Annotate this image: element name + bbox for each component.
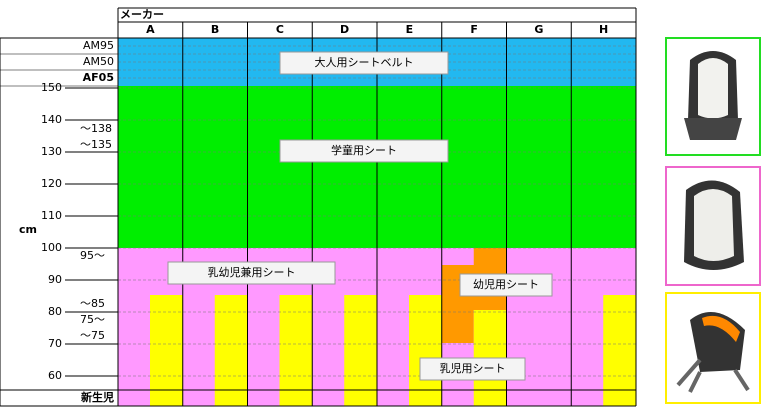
grid xyxy=(0,7,637,407)
scale-label: 140 xyxy=(41,113,62,126)
seat-shape xyxy=(694,189,734,261)
caption-box xyxy=(459,273,553,297)
scale-label: 150 xyxy=(41,81,62,94)
scale-label: 110 xyxy=(41,209,62,222)
row-label: AM95 xyxy=(83,39,114,52)
child-bar xyxy=(473,248,507,265)
column-header: B xyxy=(211,23,219,36)
column-header: D xyxy=(340,23,349,36)
scale-label: 130 xyxy=(41,145,62,158)
column-header: H xyxy=(599,23,608,36)
seat-shape xyxy=(698,58,728,119)
seat-shape xyxy=(702,315,740,342)
infant-bar xyxy=(279,295,313,406)
caption-box xyxy=(167,261,336,285)
range-label: 〜138 xyxy=(80,122,112,135)
photo-booster xyxy=(665,37,761,156)
seat-base xyxy=(676,358,750,393)
column-header: G xyxy=(534,23,543,36)
column-header: F xyxy=(470,23,478,36)
infant-bar xyxy=(603,295,636,406)
newborn: 新生児 xyxy=(81,390,114,404)
caption: 幼児用シート xyxy=(473,278,539,291)
caption: 乳児用シート xyxy=(440,362,506,375)
range-label: 95〜 xyxy=(80,249,105,262)
caption-box xyxy=(279,139,449,163)
range-label: 〜85 xyxy=(80,297,105,310)
scale-label: 60 xyxy=(48,369,62,382)
caption-box xyxy=(279,51,449,75)
range-label: 〜75 xyxy=(80,329,105,342)
photo-infant xyxy=(665,292,761,404)
row-label: AF05 xyxy=(83,71,114,84)
caption: 乳幼児兼用シート xyxy=(208,266,296,279)
scale-label: 90 xyxy=(48,273,62,286)
infant-bar xyxy=(409,295,442,406)
range-label: 75〜 xyxy=(80,313,105,326)
photo-combo xyxy=(665,166,761,286)
caption: 大人用シートベルト xyxy=(315,55,414,69)
infant-bar xyxy=(344,295,377,406)
scale-label: 120 xyxy=(41,177,62,190)
labels: A B C D E F G H AM95 AM50 AF05 150 140 130 120 110 100 90… xyxy=(41,23,608,382)
unit: cm xyxy=(19,223,37,236)
range-label: 〜135 xyxy=(80,138,112,151)
column-header: A xyxy=(146,23,155,36)
scale-label: 70 xyxy=(48,337,62,350)
infant-bar xyxy=(214,295,248,406)
child-bar xyxy=(441,310,474,343)
row-label: AM50 xyxy=(83,55,114,68)
scale-label: 80 xyxy=(48,305,62,318)
maker-header: メーカー xyxy=(120,8,164,21)
seat-shape xyxy=(684,118,742,140)
infant-bar xyxy=(150,295,183,406)
column-header: C xyxy=(276,23,284,36)
caption: 学童用シート xyxy=(331,143,397,157)
caption-box xyxy=(419,357,526,381)
scale-label: 100 xyxy=(41,241,62,254)
column-header: E xyxy=(406,23,414,36)
